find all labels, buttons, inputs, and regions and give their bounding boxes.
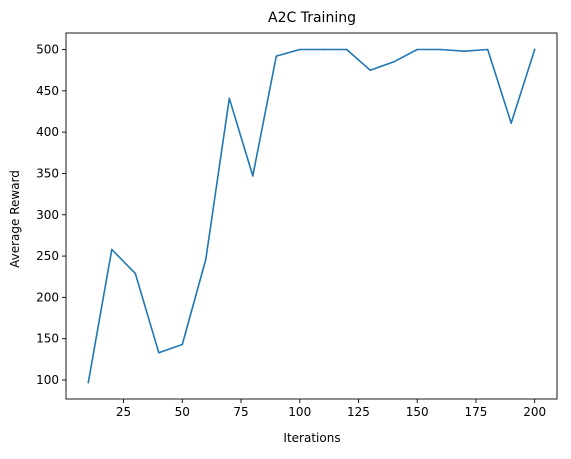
y-tick-label: 500 [36,43,59,57]
data-point [463,50,466,52]
x-tick-label: 50 [175,405,190,419]
data-point [204,258,207,261]
y-tick-label: 300 [36,208,59,222]
x-axis-label: Iterations [283,431,340,445]
y-tick-label: 200 [36,290,59,304]
plot-frame [65,32,558,400]
data-point [111,248,113,251]
data-point [533,48,536,51]
x-tick-label: 25 [116,405,131,419]
data-point [251,175,254,177]
x-tick-label: 125 [347,405,370,419]
y-axis-label: Average Reward [8,170,22,268]
y-tick-label: 350 [36,166,59,180]
data-point [181,343,184,346]
chart-title: A2C Training [268,10,356,26]
data-point [228,97,231,100]
y-tick-label: 450 [36,84,59,98]
y-tick-label: 150 [36,332,59,346]
x-tick-label: 100 [288,405,311,419]
data-point [392,61,395,63]
series-line [87,48,536,384]
data-point [157,351,160,354]
data-point [322,48,325,51]
x-tick-label: 75 [233,405,248,419]
data-point [87,381,90,384]
data-point [275,55,278,57]
x-tick-label: 175 [464,405,487,419]
data-point [134,272,137,275]
x-tick-label: 200 [523,405,546,419]
y-tick-label: 400 [36,125,59,139]
data-point [369,69,372,71]
y-tick-label: 250 [36,249,59,263]
plot-area: 25 50 75 100 125 150 175 200 100 150 200 250 300 350 4… [36,32,558,419]
data-point [298,48,301,51]
data-point [510,122,512,124]
data-point [345,48,348,51]
data-point [416,48,419,51]
x-tick-label: 150 [406,405,429,419]
data-point [439,48,442,51]
data-point [486,48,489,51]
y-tick-label: 100 [36,373,59,387]
